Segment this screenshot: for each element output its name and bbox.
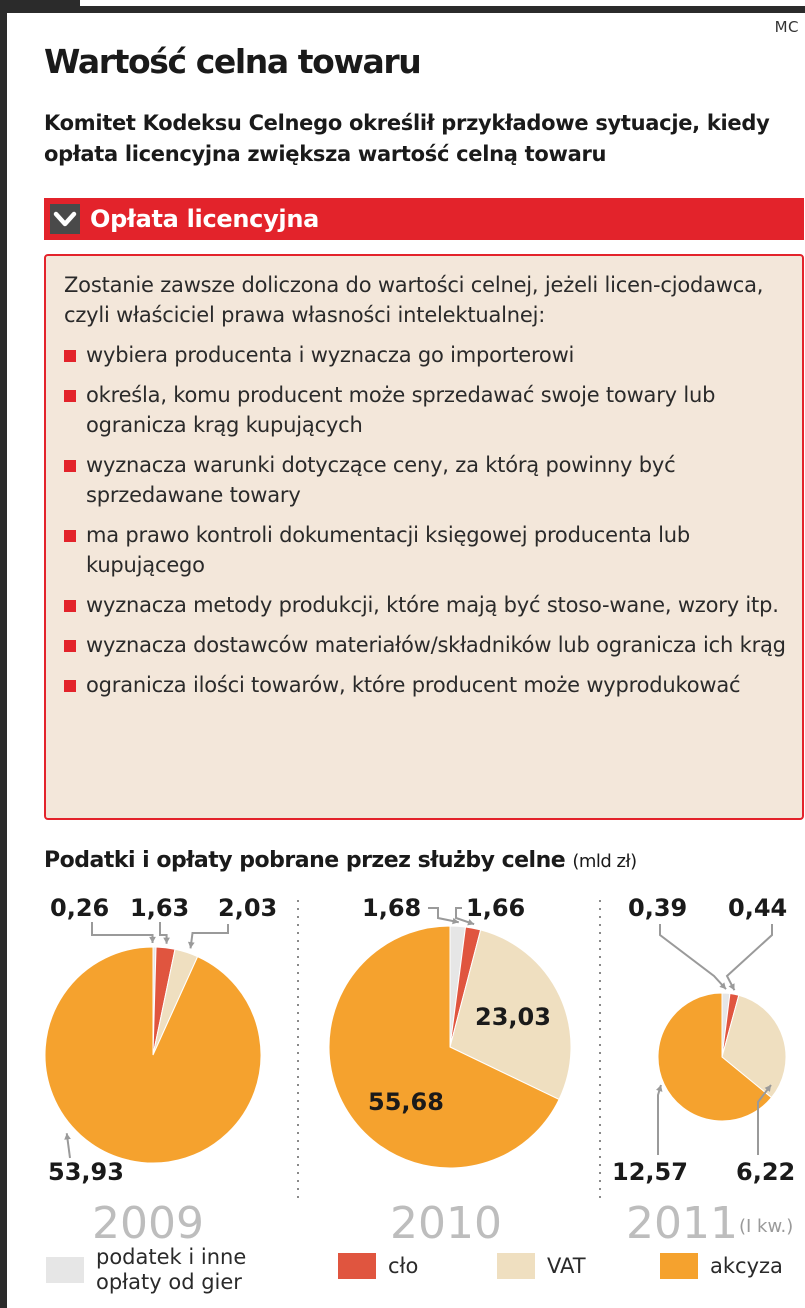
leader-gry-2010 xyxy=(428,907,459,924)
leader-gry-2010-head xyxy=(452,917,459,925)
list-item: wyznacza dostawców materiałów/składników… xyxy=(64,630,794,660)
list-item-text: wybiera producenta i wyznacza go importe… xyxy=(86,343,575,367)
list-item-text: wyznacza dostawców materiałów/składników… xyxy=(86,633,786,657)
leader-akcyza-2009-head xyxy=(64,1133,71,1140)
chart-title: Podatki i opłaty pobrane przez służby ce… xyxy=(44,848,637,873)
leader-clo-2011-head xyxy=(728,983,735,991)
leader-akcyza-2011 xyxy=(657,1084,662,1155)
leader-gry-2009 xyxy=(91,922,154,944)
leader-clo-2010-head xyxy=(467,919,475,926)
pie-2010-slice-vat xyxy=(449,929,572,1101)
leader-vat-2011 xyxy=(757,1084,772,1155)
value-label-gry-2011: 0,39 xyxy=(628,894,687,922)
year-note-2011: (I kw.) xyxy=(739,1216,793,1237)
pie-2009-slice-akcyza xyxy=(44,946,262,1164)
legend-label-clo: cło xyxy=(388,1253,419,1278)
year-label-2011: 2011 xyxy=(626,1198,738,1245)
author-credit: MC xyxy=(774,18,799,36)
year-label-2009: 2009 xyxy=(92,1198,204,1245)
frame-left-rule xyxy=(0,6,7,1308)
leader-gry-2011-head xyxy=(719,982,726,990)
value-label-vat-2010: 23,03 xyxy=(475,1003,551,1031)
list-item: określa, komu producent może sprzedawać … xyxy=(64,380,794,440)
legend-label-akcyza: akcyza xyxy=(710,1253,783,1278)
list-item-text: ma prawo kontroli dokumentacji księgowej… xyxy=(86,523,691,577)
frame-top-rule xyxy=(0,6,805,13)
legend-item-gry: podatek i inne opłaty od gier xyxy=(46,1245,286,1295)
box-intro: Zostanie zawsze doliczona do wartości ce… xyxy=(64,273,764,327)
value-label-akcyza-2011: 12,57 xyxy=(612,1158,688,1186)
page-title: Wartość celna towaru xyxy=(44,42,422,81)
list-item: wyznacza warunki dotyczące ceny, za któr… xyxy=(64,450,794,510)
leader-gry-2009-head xyxy=(149,936,156,944)
year-label-2010: 2010 xyxy=(390,1198,502,1245)
bullet-list: wybiera producenta i wyznacza go importe… xyxy=(64,340,794,710)
legend-swatch-akcyza xyxy=(660,1253,698,1279)
bullet-square-icon xyxy=(64,390,76,402)
value-label-akcyza-2010: 55,68 xyxy=(368,1088,444,1116)
leader-akcyza-2011-head xyxy=(656,1085,663,1092)
bullet-square-icon xyxy=(64,680,76,692)
legend-item-clo: cło xyxy=(338,1253,418,1279)
chart-legend: podatek i inne opłaty od gier cło VAT ak… xyxy=(0,1245,805,1305)
legend-swatch-clo xyxy=(338,1253,376,1279)
pie-2011-slice-vat xyxy=(721,994,787,1099)
chart-unit: (mld zł) xyxy=(572,851,637,872)
legend-item-akcyza: akcyza xyxy=(660,1253,783,1279)
chevron-down-icon xyxy=(50,204,80,234)
value-label-vat-2009: 2,03 xyxy=(218,894,277,922)
bullet-square-icon xyxy=(64,530,76,542)
list-item-text: ogranicza ilości towarów, które producen… xyxy=(86,673,741,697)
legend-item-vat: VAT xyxy=(497,1253,586,1279)
legend-swatch-gry xyxy=(46,1257,84,1283)
leader-gry-2011 xyxy=(659,924,727,990)
legend-swatch-vat xyxy=(497,1253,535,1279)
value-label-vat-2011: 6,22 xyxy=(736,1158,795,1186)
value-label-gry-2010: 1,68 xyxy=(362,894,421,922)
box-heading: Opłata licencyjna xyxy=(90,205,320,233)
leader-vat-2009-head xyxy=(187,941,195,949)
list-item: ma prawo kontroli dokumentacji księgowej… xyxy=(64,520,794,580)
value-label-akcyza-2009: 53,93 xyxy=(48,1158,124,1186)
box-header: Opłata licencyjna xyxy=(44,198,804,240)
leader-clo-2009-head xyxy=(163,937,170,944)
list-item-text: wyznacza metody produkcji, które mają by… xyxy=(86,593,779,617)
bullet-square-icon xyxy=(64,460,76,472)
bullet-square-icon xyxy=(64,640,76,652)
list-item-text: wyznacza warunki dotyczące ceny, za któr… xyxy=(86,453,676,507)
chart-title-text: Podatki i opłaty pobrane przez służby ce… xyxy=(44,848,566,873)
leader-clo-2010 xyxy=(455,907,475,926)
pie-2010-slice-akcyza xyxy=(328,925,560,1169)
list-item: wyznacza metody produkcji, które mają by… xyxy=(64,590,794,620)
bullet-square-icon xyxy=(64,600,76,612)
value-label-clo-2011: 0,44 xyxy=(728,894,787,922)
list-item: wybiera producenta i wyznacza go importe… xyxy=(64,340,794,370)
bullet-square-icon xyxy=(64,350,76,362)
pie-charts: 0,26 1,63 2,03 53,93 2009 1,68 1,66 23,03 55,68 2… xyxy=(44,894,795,1245)
leader-vat-2011-head xyxy=(764,1085,771,1092)
pie-2011-slice-akcyza xyxy=(657,992,773,1122)
info-box: Zostanie zawsze doliczona do wartości ce… xyxy=(44,254,804,820)
leader-clo-2011 xyxy=(725,924,773,991)
list-item-text: określa, komu producent może sprzedawać … xyxy=(86,383,716,437)
leader-vat-2009 xyxy=(189,924,229,949)
list-item: ogranicza ilości towarów, które producen… xyxy=(64,670,794,700)
value-label-gry-2009: 0,26 xyxy=(50,894,109,922)
legend-label-gry: podatek i inne opłaty od gier xyxy=(96,1245,247,1294)
legend-label-vat: VAT xyxy=(547,1253,586,1278)
page-subtitle: Komitet Kodeksu Celnego określił przykła… xyxy=(44,111,770,166)
value-label-clo-2010: 1,66 xyxy=(466,894,525,922)
value-label-clo-2009: 1,63 xyxy=(130,894,189,922)
